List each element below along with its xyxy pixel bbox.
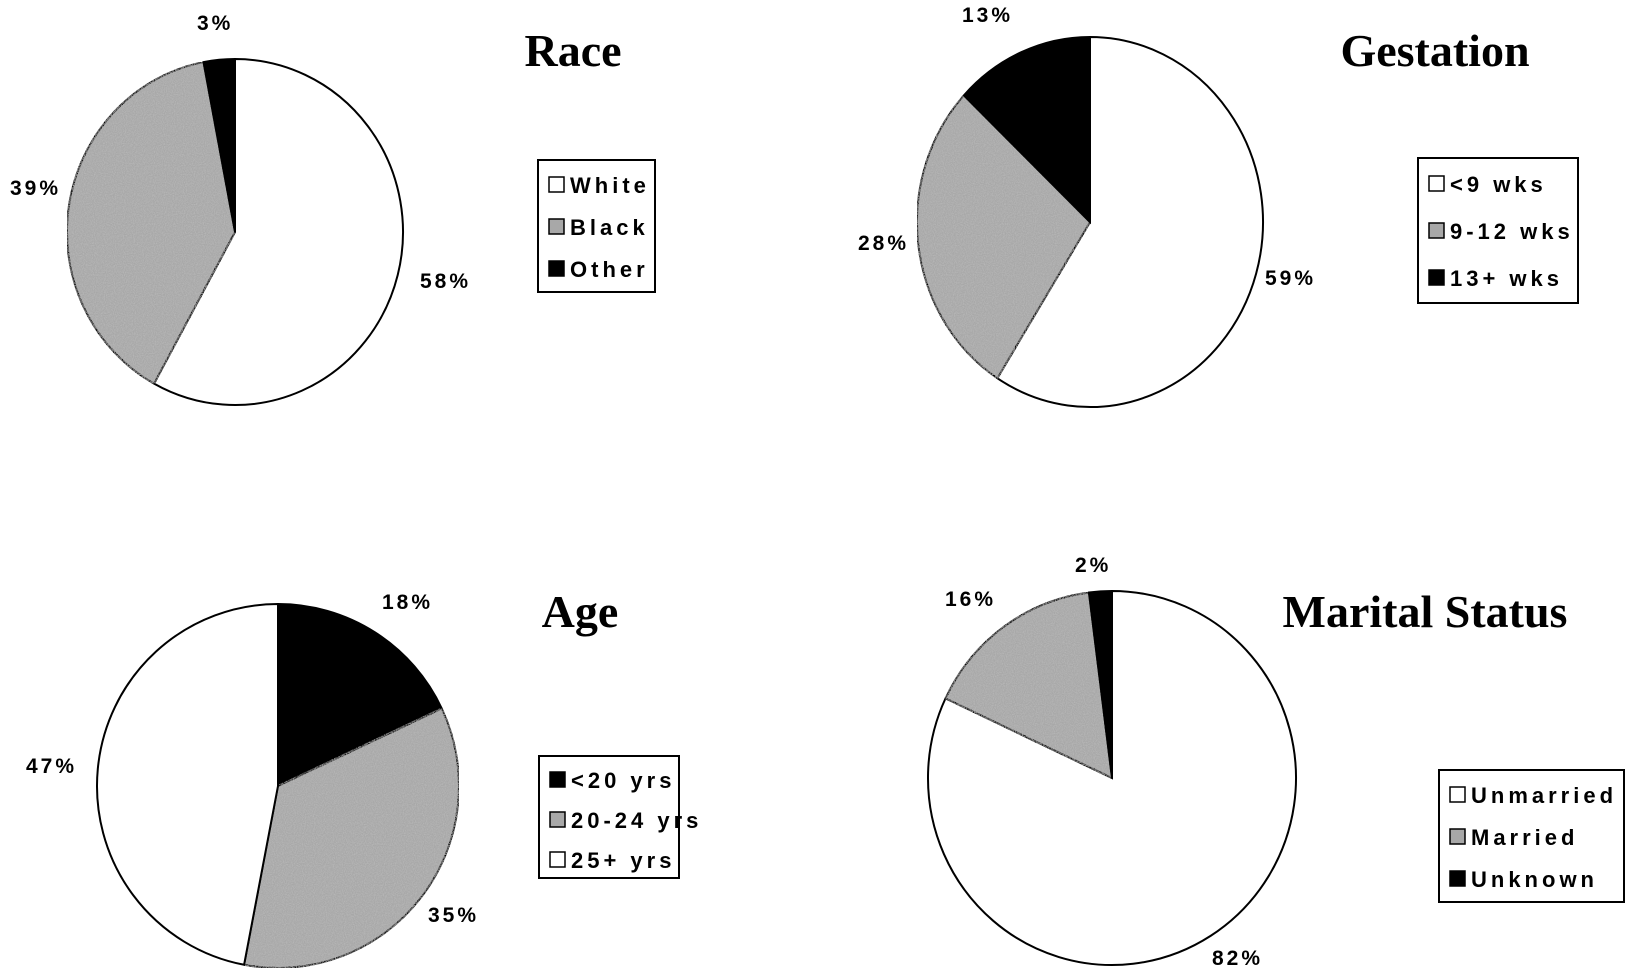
marital-status-legend-label: Married [1471, 825, 1578, 850]
marital-status-legend-swatch [1449, 870, 1466, 887]
marital-status-legend: Unmarried Married Unknown [1438, 769, 1625, 903]
age-legend-label: 20-24 yrs [571, 808, 702, 833]
race-legend: White Black Other [537, 159, 656, 293]
gestation-legend-swatch [1428, 269, 1445, 286]
marital-status-slice-married [944, 591, 1114, 780]
race-legend-swatch [548, 218, 565, 235]
age-title: Age [542, 586, 619, 637]
age-data-label: 47% [26, 755, 77, 778]
marital-status-legend-swatch [1449, 786, 1466, 803]
age-chart: 18% 35% 47% Age <20 yrs 20-24 yrs 25+ yrs [26, 586, 702, 969]
race-legend-label: Black [570, 215, 649, 240]
gestation-slice-9-wks [995, 35, 1264, 408]
gestation-chart: 59% 28% 13% Gestation <9 wks 9-12 wks 13+ wk… [858, 4, 1579, 408]
race-pie: 58% 39% 3% [10, 12, 471, 406]
gestation-slice-13-wks [962, 35, 1091, 225]
marital-status-legend-label: Unmarried [1471, 783, 1617, 808]
age-slice-20-yrs [277, 602, 444, 788]
race-legend-label: White [570, 173, 650, 198]
gestation-legend-label: 9-12 wks [1450, 219, 1574, 244]
age-legend-label: <20 yrs [571, 768, 675, 793]
gestation-data-label: 28% [858, 232, 909, 255]
age-data-label: 18% [382, 591, 433, 614]
race-legend-swatch [548, 176, 565, 193]
marital-status-chart: 82% 16% 2% Marital Status Unmarried Married… [927, 554, 1625, 970]
race-slice-black [66, 60, 237, 385]
race-title: Race [524, 25, 621, 76]
gestation-legend-swatch [1428, 175, 1445, 192]
marital-status-legend-box [1438, 769, 1625, 903]
gestation-legend-swatch [1428, 222, 1445, 239]
marital-status-data-label: 82% [1212, 947, 1263, 970]
age-legend: <20 yrs 20-24 yrs 25+ yrs [538, 755, 702, 879]
race-legend-label: Other [570, 257, 649, 282]
marital-status-title: Marital Status [1283, 586, 1568, 637]
marital-status-data-label: 16% [945, 588, 996, 611]
gestation-data-label: 59% [1265, 267, 1316, 290]
marital-status-pie: 82% 16% 2% [927, 554, 1297, 970]
race-data-label: 3% [197, 12, 233, 35]
gestation-data-label: 13% [962, 4, 1013, 27]
race-slice-other [202, 57, 236, 233]
marital-status-data-label: 2% [1075, 554, 1111, 577]
marital-status-slice-unknown [1087, 589, 1113, 779]
gestation-pie: 59% 28% 13% [858, 4, 1316, 408]
gestation-title: Gestation [1340, 25, 1529, 76]
gestation-legend-label: 13+ wks [1450, 266, 1563, 291]
race-data-label: 58% [420, 270, 471, 293]
age-legend-swatch [549, 811, 566, 828]
race-slice-white [152, 57, 404, 406]
age-slice-20-24-yrs [242, 707, 460, 969]
gestation-slice-9-12-wks [916, 93, 1092, 380]
age-pie: 18% 35% 47% [26, 591, 479, 969]
age-slice-25-yrs [96, 602, 279, 966]
race-data-label: 39% [10, 177, 61, 200]
gestation-legend-label: <9 wks [1450, 172, 1547, 197]
marital-status-legend-swatch [1449, 828, 1466, 845]
gestation-legend: <9 wks 9-12 wks 13+ wks [1417, 157, 1579, 304]
age-legend-swatch [549, 851, 566, 868]
race-legend-swatch [548, 260, 565, 277]
marital-status-legend-label: Unknown [1471, 867, 1598, 892]
age-legend-label: 25+ yrs [571, 848, 675, 873]
age-data-label: 35% [428, 904, 479, 927]
age-legend-swatch [549, 771, 566, 788]
race-chart: 58% 39% 3% Race White Black Other [10, 12, 656, 406]
